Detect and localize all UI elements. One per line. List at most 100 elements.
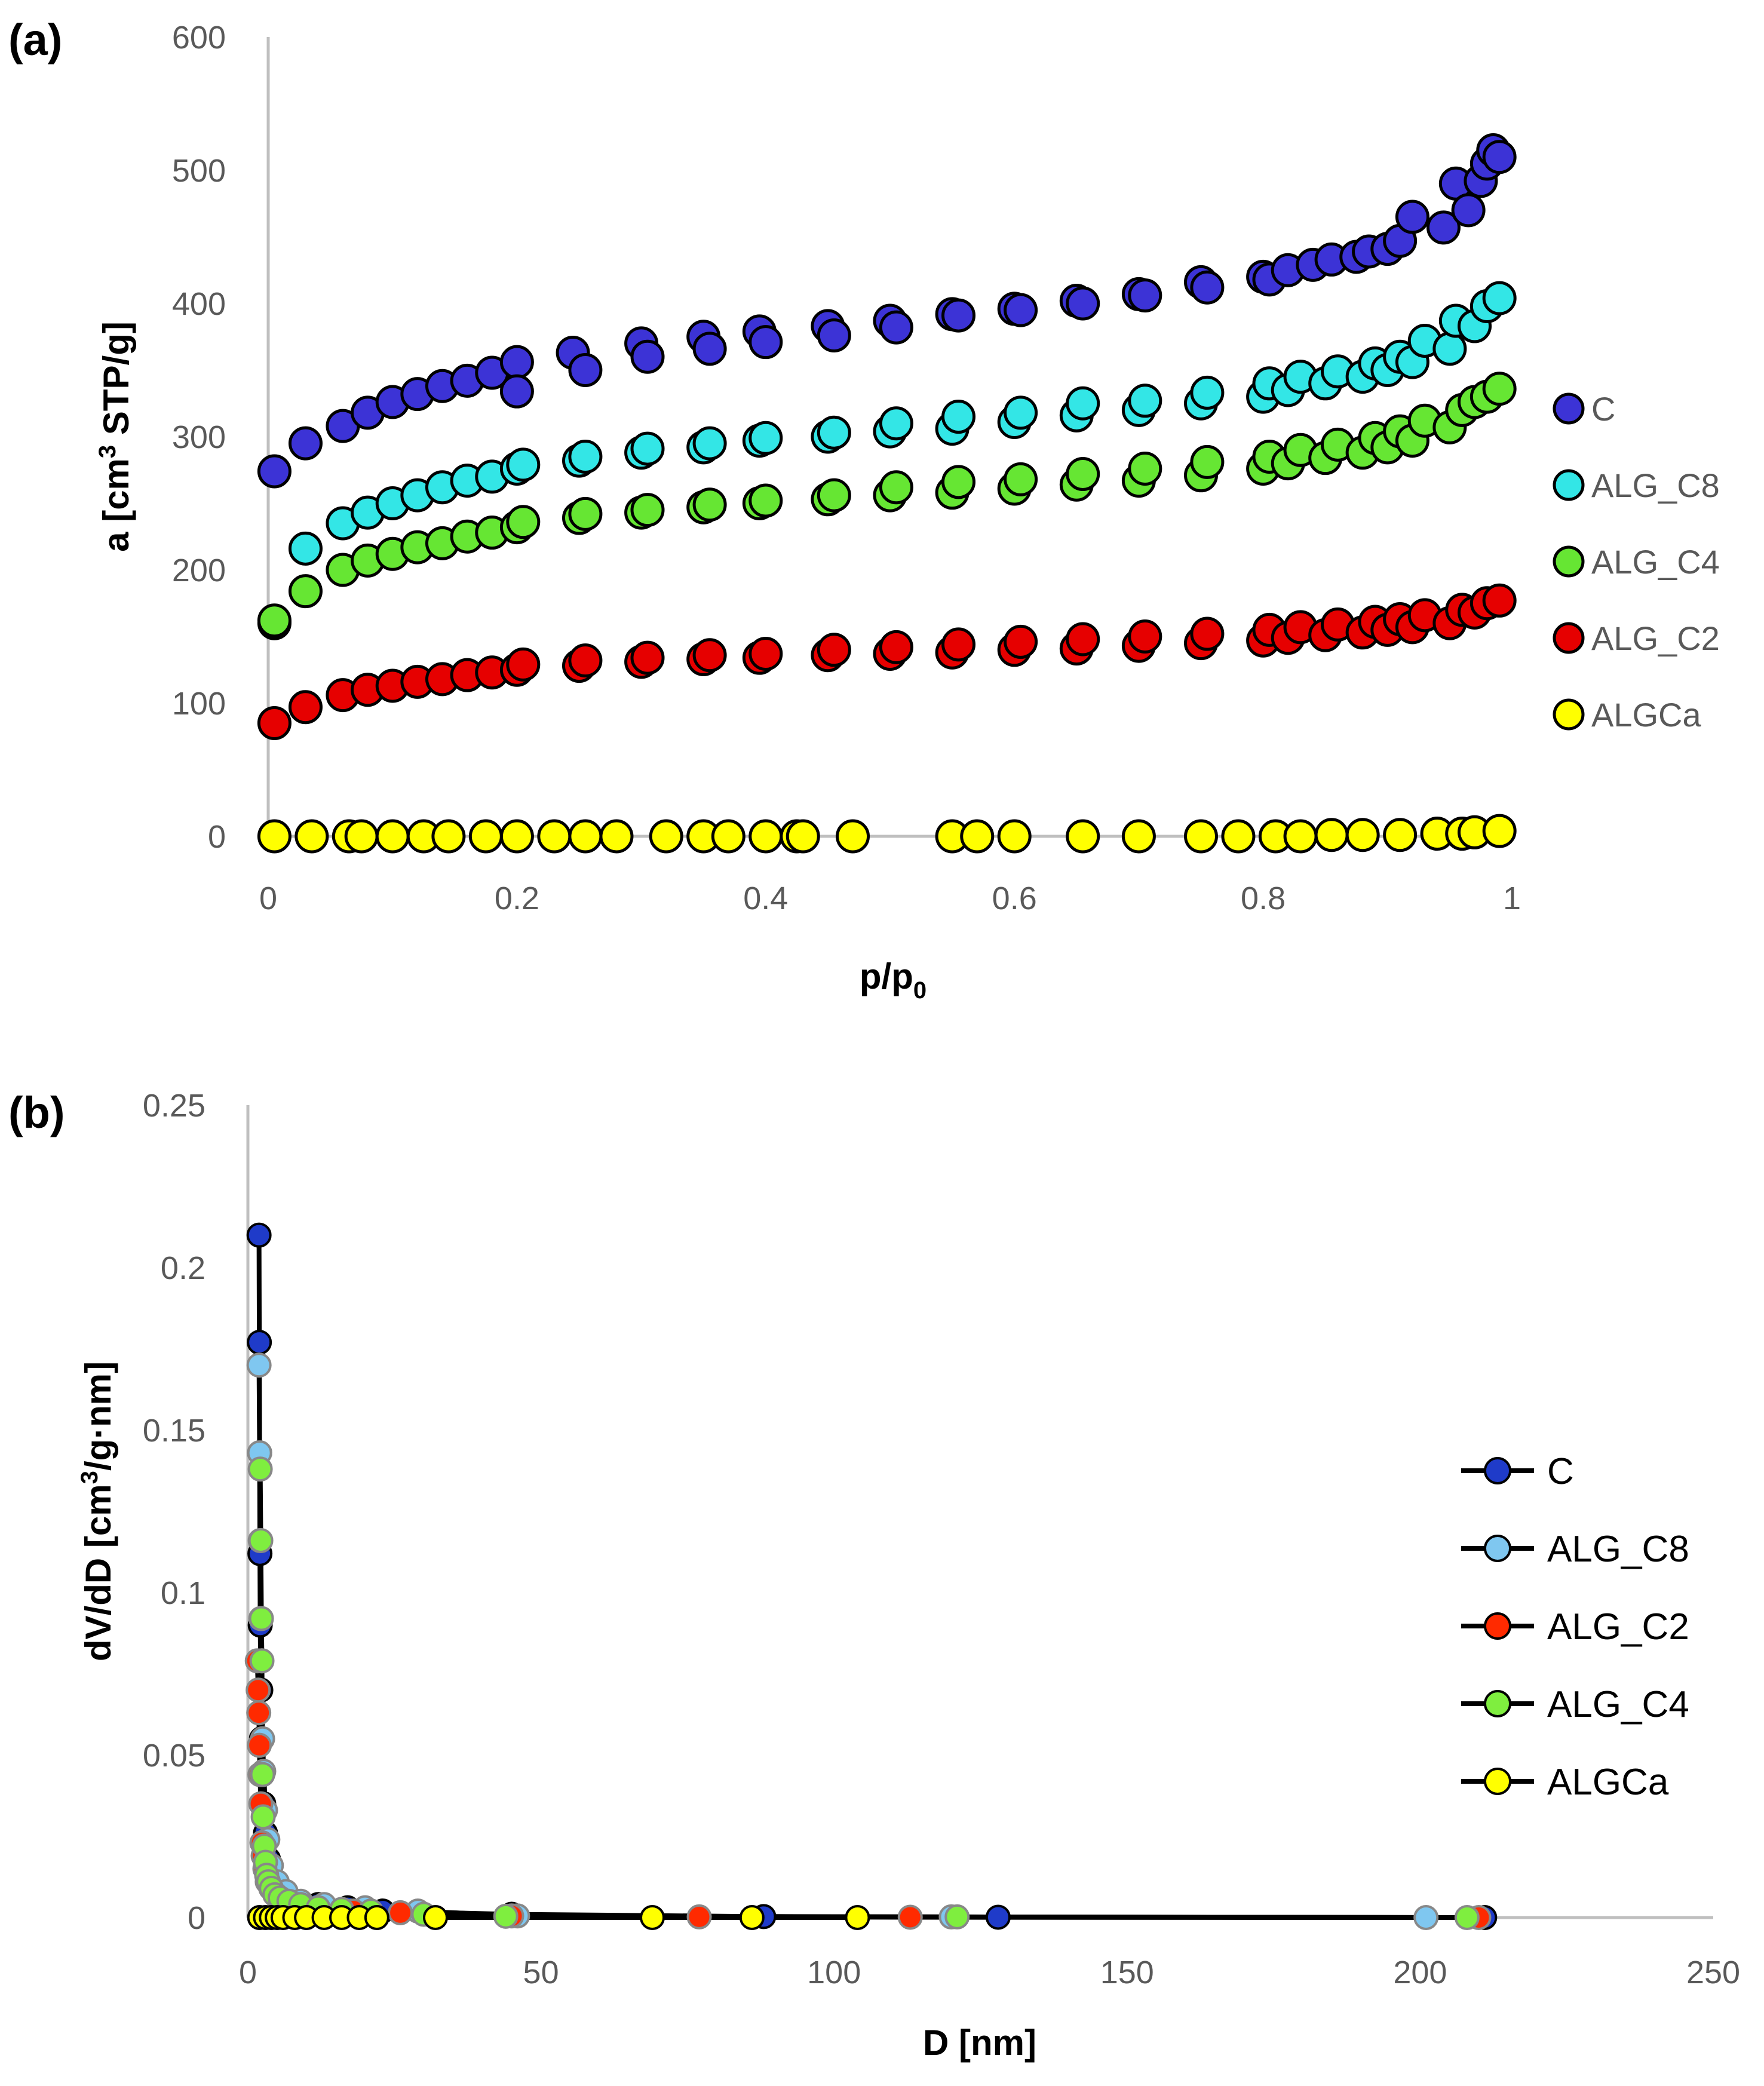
panel-a-label: (a)	[8, 15, 62, 65]
panel-a-point-alg-c4	[568, 496, 603, 531]
panel-a-y-tick-label: 400	[172, 286, 226, 322]
panel-a-point-alg-c4	[630, 493, 665, 527]
panel-a-point-alg-c8	[1190, 375, 1225, 410]
panel-b-legend-label-c: C	[1547, 1451, 1574, 1492]
panel-a-point-alg-c8	[748, 421, 783, 455]
panel-a-point-algca	[1066, 819, 1100, 854]
panel-a-y-ticks: 0 100 200 300 400 500 600	[172, 20, 226, 855]
panel-b-point-c	[246, 1222, 272, 1248]
panel-a-point-alg-c4	[257, 603, 292, 638]
panel-b-series-c	[246, 1222, 1498, 1930]
panel-a-point-algca	[294, 819, 329, 854]
panel-a-point-alg-c2	[1190, 616, 1225, 651]
panel-b-legend: C ALG_C8 ALG_C2 ALG_C4 ALGCa	[1461, 1451, 1689, 1803]
panel-b-series-alg-c8	[246, 1352, 1439, 1930]
panel-a-point-alg-c2	[1066, 622, 1100, 657]
panel-a-point-alg-c4	[941, 465, 976, 499]
panel-a-point-alg-c2	[630, 640, 665, 675]
panel-a-point-algca	[1314, 818, 1349, 852]
panel-a-point-algca	[1345, 818, 1380, 852]
panel-a-y-tick-label: 200	[172, 553, 226, 588]
panel-a-y-tick-label: 0	[208, 819, 226, 855]
panel-a-point-c	[568, 353, 603, 387]
panel-a-point-alg-c4	[1190, 444, 1225, 479]
panel-a-point-alg-c8	[630, 431, 665, 466]
panel-b-legend-marker-alg-c4	[1484, 1690, 1511, 1717]
panel-b-x-tick-label: 0	[239, 1955, 257, 1990]
panel-a-legend-label-alg-c4: ALG_C4	[1591, 543, 1720, 581]
panel-b-point-alg-c8	[246, 1352, 272, 1378]
panel-b-y-title-sup: 3	[76, 1471, 103, 1484]
panel-a-y-tick-label: 100	[172, 686, 226, 722]
panel-a-point-algca	[599, 819, 634, 854]
panel-a-point-alg-c2	[941, 627, 976, 662]
panel-a-point-alg-c8	[1432, 332, 1467, 366]
panel-a-x-axis-title: p/p0	[860, 956, 927, 1004]
panel-a-point-alg-c8	[506, 447, 541, 482]
panel-b-pore-distribution-chart: (b) 00.050.10.150.20.25 0 50 100 150 200 250 …	[8, 1088, 1740, 2063]
panel-a-y-title-main: a [cm	[96, 458, 136, 552]
panel-b-point-alg-c4	[249, 1606, 274, 1631]
panel-b-y-axis-title: dV/dD [cm3/g·nm]	[76, 1361, 118, 1661]
panel-b-point-alg-c8	[1413, 1905, 1439, 1930]
panel-a-point-algca	[499, 819, 534, 854]
panel-a-legend-marker-alg-c4	[1553, 545, 1585, 578]
panel-a-point-c	[1482, 140, 1517, 174]
panel-a-point-alg-c8	[1066, 386, 1100, 421]
panel-b-legend-label-alg-c2: ALG_C2	[1547, 1606, 1689, 1648]
panel-a-x-title-main: p/p	[860, 956, 913, 996]
panel-b-series-alg-c4	[247, 1456, 1480, 1930]
panel-a-point-algca	[537, 819, 572, 854]
panel-a-legend-label-alg-c8: ALG_C8	[1591, 467, 1720, 504]
panel-a-point-c	[1426, 210, 1461, 245]
panel-a-point-c	[1066, 286, 1100, 321]
panel-b-x-tick-label: 150	[1100, 1955, 1154, 1990]
panel-b-label: (b)	[8, 1088, 65, 1137]
panel-a-point-algca	[257, 819, 292, 854]
panel-a-point-c	[499, 374, 534, 409]
panel-a-x-ticks: 0 0.2 0.4 0.6 0.8 1	[259, 881, 1521, 916]
panel-b-legend-label-alg-c4: ALG_C4	[1547, 1684, 1689, 1725]
panel-b-point-algca	[422, 1905, 448, 1930]
panel-a-point-algca	[1221, 819, 1256, 854]
panel-b-x-tick-label: 250	[1686, 1955, 1740, 1990]
panel-a-x-tick-label: 0.2	[495, 881, 539, 916]
panel-a-point-algca	[836, 819, 870, 854]
panel-a-y-title-rest: STP/g]	[96, 321, 136, 445]
panel-a-point-c	[257, 454, 292, 489]
panel-a-point-alg-c8	[817, 415, 851, 450]
panel-b-point-alg-c4	[247, 1456, 273, 1482]
panel-a-x-tick-label: 0	[259, 881, 277, 916]
panel-b-point-alg-c2	[246, 1677, 271, 1703]
panel-a-point-alg-c4	[879, 470, 913, 505]
panel-a-legend-label-algca: ALGCa	[1591, 696, 1701, 734]
panel-b-legend-marker-algca	[1484, 1768, 1511, 1795]
panel-a-legend-marker-alg-c2	[1553, 622, 1585, 654]
panel-a-point-algca	[748, 819, 783, 854]
panel-a-point-alg-c2	[1482, 583, 1517, 618]
panel-a-legend-label-c: C	[1591, 390, 1615, 428]
panel-a-series-c	[257, 133, 1517, 489]
panel-b-data-points	[244, 1222, 1498, 1930]
panel-a-legend-label-alg-c2: ALG_C2	[1591, 619, 1720, 657]
panel-b-point-alg-c4	[944, 1904, 970, 1929]
panel-b-point-algca	[845, 1905, 870, 1930]
panel-b-line-alg-c2	[254, 1661, 1479, 1920]
panel-b-x-tick-label: 200	[1393, 1955, 1447, 1990]
panel-a-point-alg-c8	[879, 406, 913, 441]
panel-a-legend-marker-alg-c8	[1553, 469, 1585, 501]
panel-a-point-c	[1190, 270, 1225, 305]
panel-b-point-algca	[640, 1905, 665, 1930]
panel-a-x-tick-label: 0.6	[992, 881, 1037, 916]
panel-a-point-c	[630, 339, 665, 374]
panel-b-y-tick-label: 0.25	[143, 1088, 205, 1124]
panel-b-y-title-rest: /g·nm]	[78, 1361, 118, 1471]
panel-a-y-tick-label: 300	[172, 419, 226, 455]
panel-a-point-algca	[568, 819, 603, 854]
panel-b-x-tick-label: 100	[807, 1955, 861, 1990]
panel-a-point-algca	[786, 819, 820, 854]
panel-b-point-algca	[364, 1905, 389, 1930]
panel-a-point-algca	[960, 819, 995, 854]
panel-a-point-algca	[649, 819, 683, 854]
panel-b-y-tick-label: 0	[188, 1900, 205, 1936]
